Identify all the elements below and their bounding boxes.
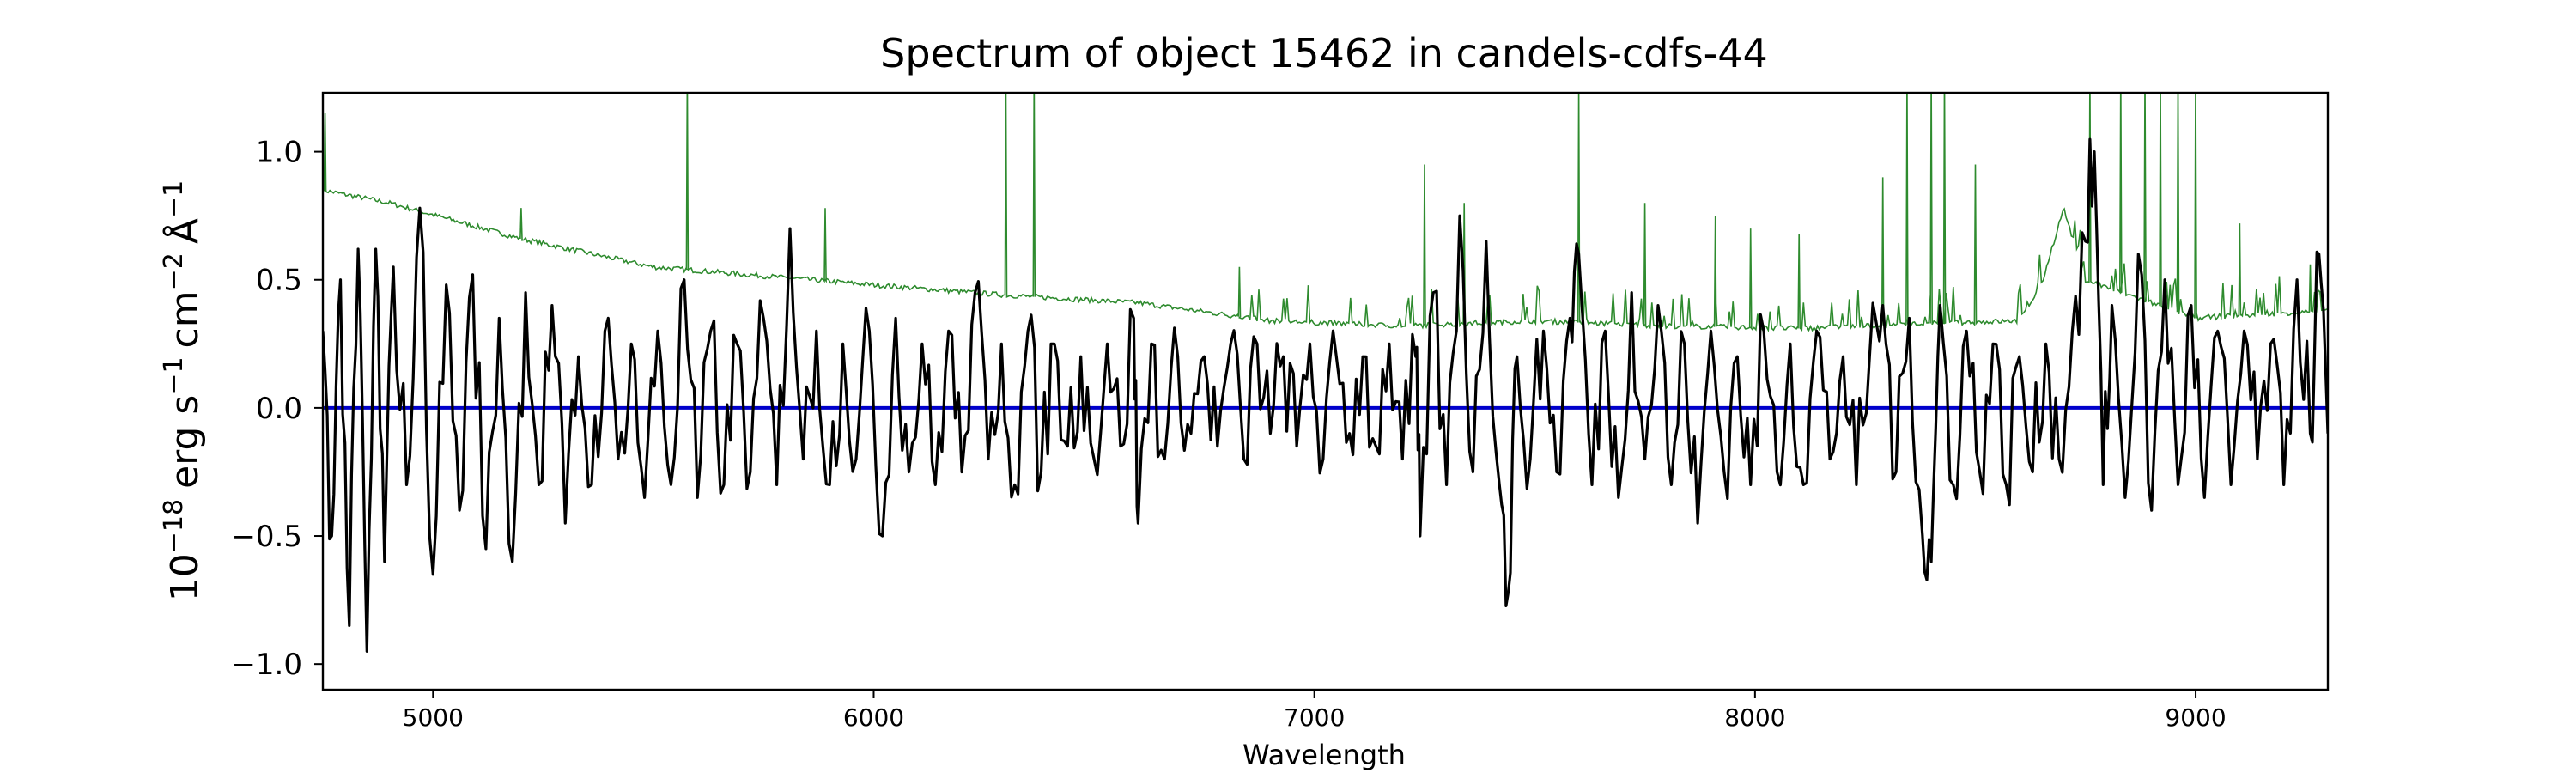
x-tick-label: 6000: [843, 703, 904, 732]
y-axis-label: 10−18erg s−1cm−2Å−1: [159, 180, 207, 601]
y-tick-label: −0.5: [231, 520, 302, 554]
y-axis: −1.0 −0.5 0.0 0.5 1.0: [231, 136, 323, 682]
y-label-base: 10: [163, 553, 207, 601]
x-tick-label: 8000: [1724, 703, 1785, 732]
y-label-a-exp: −1: [159, 180, 189, 218]
plot-frame: [321, 91, 2330, 691]
flux-spectrum-line: [323, 137, 2328, 653]
x-axis: 5000 6000 7000 8000 9000: [403, 690, 2227, 732]
x-tick-label: 9000: [2165, 703, 2226, 732]
y-label-unit2: cm: [163, 290, 207, 348]
x-tick-label: 7000: [1284, 703, 1345, 732]
plot-area: [323, 93, 2328, 653]
y-label-unit: erg s: [163, 395, 207, 489]
y-label-unit3: Å: [161, 218, 207, 244]
y-tick-label: −1.0: [231, 648, 302, 682]
y-tick-label: 0.5: [256, 264, 302, 298]
x-axis-label: Wavelength: [1242, 739, 1406, 771]
y-label-cm-exp: −2: [159, 253, 189, 290]
noise-spectrum-line: [323, 93, 2328, 333]
y-label-exp: −18: [159, 499, 189, 553]
x-tick-label: 5000: [403, 703, 464, 732]
y-tick-label: 1.0: [256, 136, 302, 170]
chart-title: Spectrum of object 15462 in candels-cdfs…: [880, 30, 1768, 76]
y-tick-label: 0.0: [256, 392, 302, 426]
y-label-s-exp: −1: [159, 356, 189, 394]
